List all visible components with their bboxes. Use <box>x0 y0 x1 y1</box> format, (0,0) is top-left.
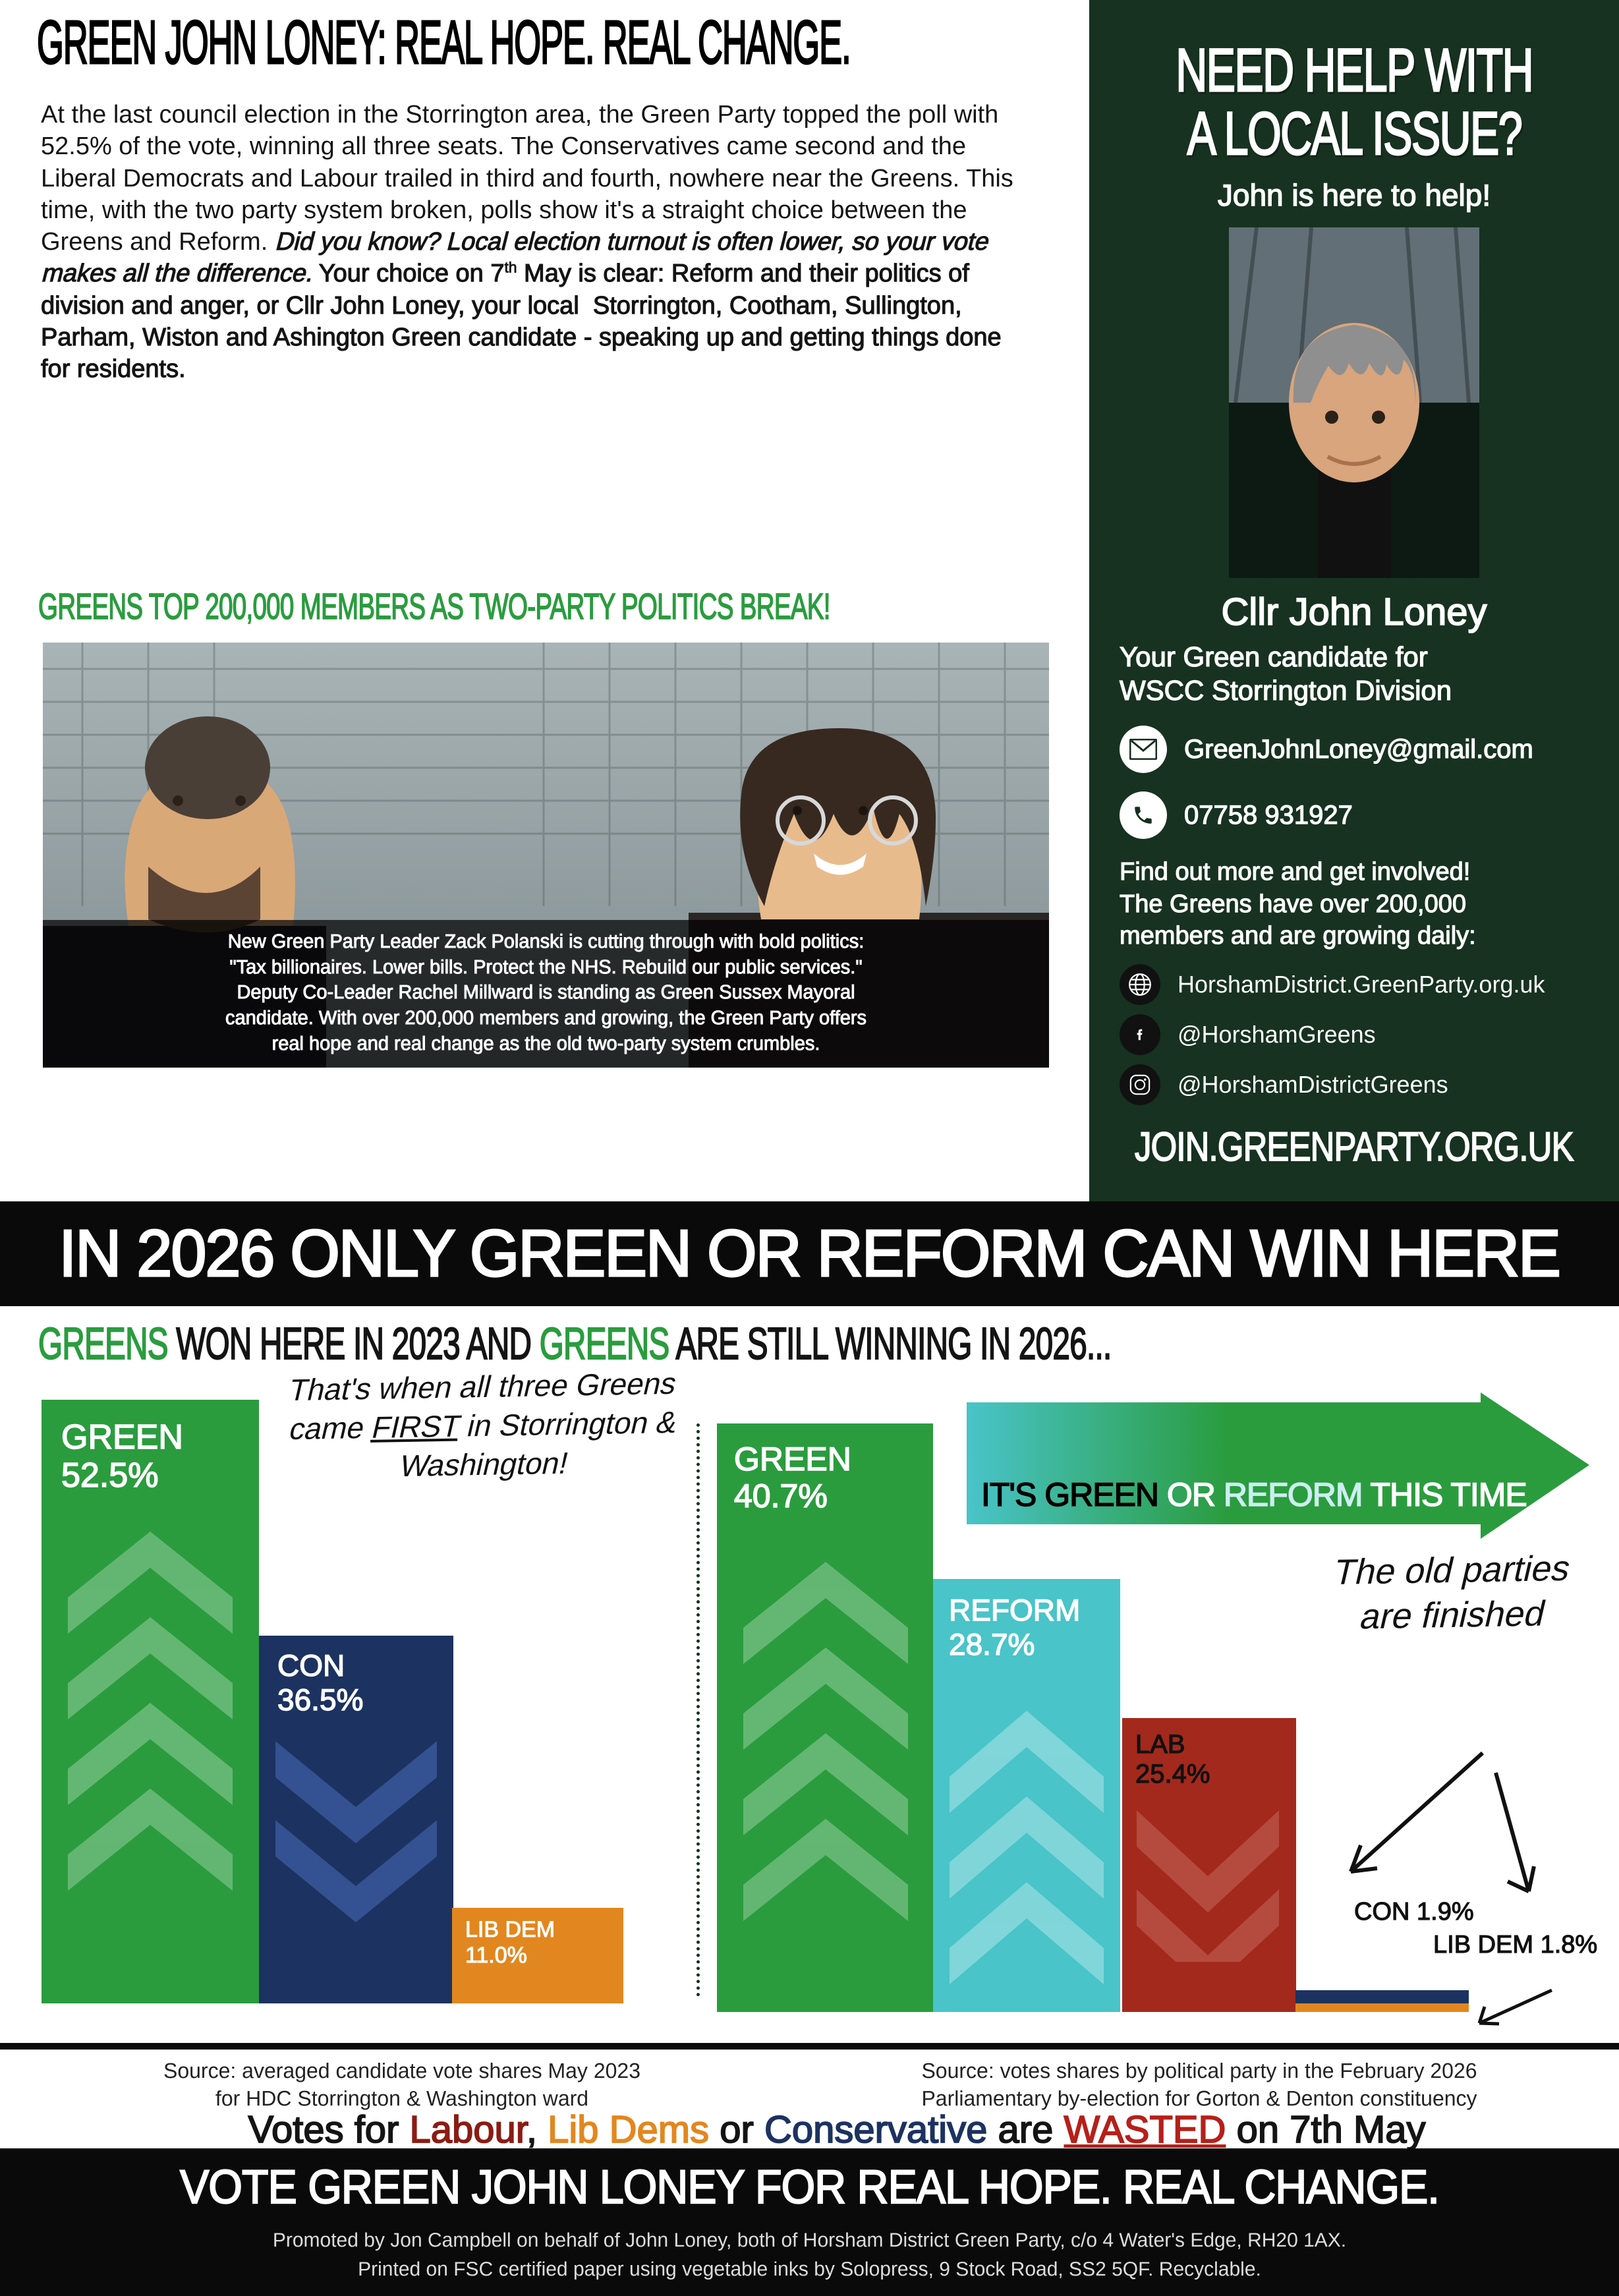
svg-text:IT'S GREEN OR REFORM THIS TIME: IT'S GREEN OR REFORM THIS TIME <box>981 1476 1527 1513</box>
